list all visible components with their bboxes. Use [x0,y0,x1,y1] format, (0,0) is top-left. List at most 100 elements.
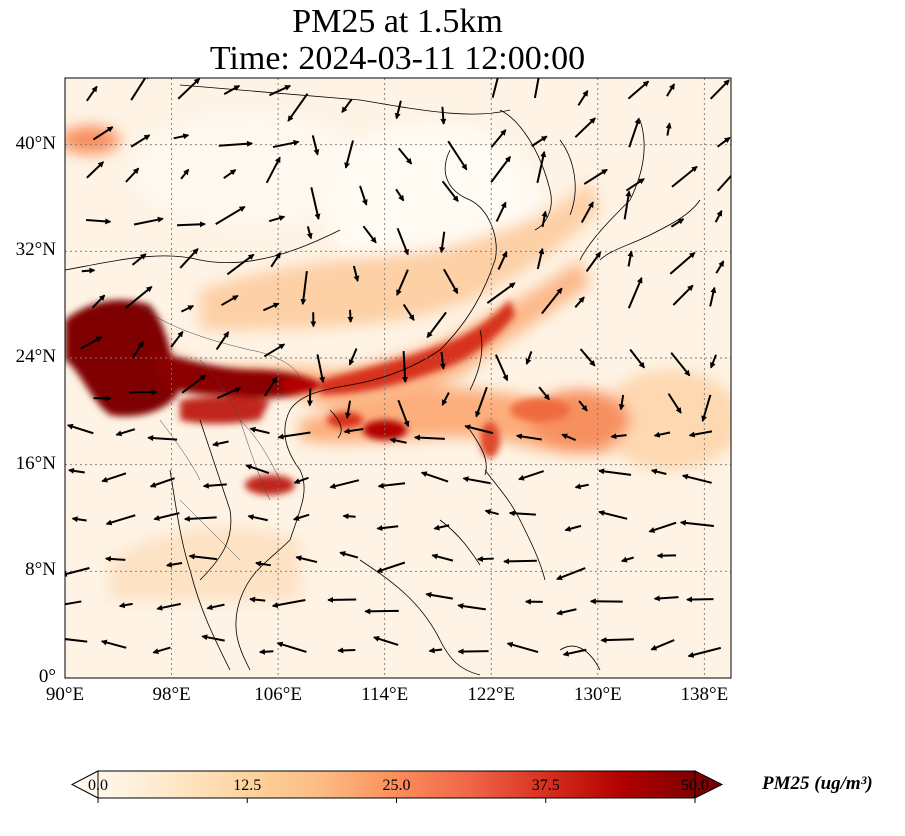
lon-tick-label: 106°E [254,684,302,705]
wind-arrow [431,553,454,562]
wind-arrow [628,117,641,148]
wind-arrow [508,510,536,517]
wind-arrow [653,431,671,438]
wind-arrow [503,558,537,565]
wind-arrow [201,634,225,642]
wind-arrow [666,83,676,97]
wind-arrow [306,388,313,407]
wind-arrow [341,98,353,114]
wind-arrow [300,271,308,306]
wind-arrow [180,168,190,180]
wind-arrow [92,126,114,141]
wind-arrow [337,647,356,654]
wind-arrow [541,210,548,228]
colorbar-title: PM25 (ug/m³) [762,773,873,794]
wind-arrow [66,423,94,435]
wind-arrow [81,267,96,274]
wind-arrow [223,84,241,95]
wind-arrow [402,303,415,321]
wind-arrow [580,201,594,223]
wind-arrow [249,426,270,435]
wind-arrow [533,78,540,99]
wind-arrow [206,603,225,611]
wind-arrow [377,482,406,489]
colorbar-tick-label: 37.5 [531,777,560,794]
wind-arrow [618,394,625,411]
wind-arrow [716,136,731,148]
wind-arrow [344,140,354,169]
wind-arrow [339,551,359,559]
wind-arrow [277,431,311,440]
wind-arrow [71,516,87,523]
wind-arrow [342,513,356,520]
border-layer [129,299,301,561]
wind-arrow [486,282,516,304]
wind-arrow [525,350,533,365]
wind-arrow [271,598,306,609]
wind-arrow [536,247,545,270]
wind-arrow [293,476,309,484]
wind-arrow [574,483,589,490]
wind-arrow [714,210,723,223]
wind-arrow [376,525,399,532]
wind-arrow [105,514,136,526]
colorbar-tick-label: 25.0 [382,777,411,794]
wind-arrow [610,433,627,440]
wind-arrow [650,639,675,651]
wind-arrow [515,433,542,441]
wind-arrow [131,253,147,266]
wind-arrow [402,350,409,383]
map-frame [64,77,732,679]
wind-arrow [653,595,679,602]
lon-tick-label: 90°E [45,684,85,705]
colorbar-tick-label: 50.0 [681,777,709,794]
wind-arrow [125,167,140,183]
wind-arrow [577,90,589,106]
wind-arrow [564,524,582,532]
wind-arrow [579,348,596,367]
wind-arrow [701,394,712,422]
wind-arrow [710,354,717,369]
wind-arrow [506,641,539,654]
wind-arrow [585,251,602,272]
wind-arrow [688,430,713,438]
wind-arrow [716,174,731,192]
map-title-line2: Time: 2024-03-11 12:00:00 [209,40,586,77]
wind-arrow [395,188,405,202]
colorbar [70,770,724,803]
wind-arrow [541,287,563,315]
wind-arrow [439,351,446,370]
wind-arrow [179,248,199,269]
wind-arrow [600,637,634,644]
wind-arrow [268,84,292,97]
wind-arrow [518,470,545,481]
wind-arrow [420,471,449,483]
lon-tick-label: 138°E [680,684,729,705]
wind-arrow [352,265,360,282]
wind-arrow [687,646,722,658]
wind-arrow [627,80,650,100]
wind-arrow [215,205,246,226]
wind-arrow [347,309,354,323]
wind-arrow [362,225,377,244]
wind-arrow [397,399,410,428]
wind-arrow [373,635,399,646]
lon-tick-label: 114°E [361,684,409,705]
wind-arrow [536,150,547,184]
wind-arrow [86,161,105,179]
wind-arrow [475,386,488,418]
wind-arrow [188,553,218,561]
wind-arrow [396,227,409,256]
wind-arrow [329,479,360,489]
gridlines [65,78,731,678]
wind-arrow [287,93,309,122]
wind-arrow [327,596,357,603]
wind-arrow [202,482,227,489]
wind-arrow [223,169,237,180]
wind-arrow [272,139,300,149]
wind-arrow [263,343,286,358]
wind-arrow [462,476,491,485]
lon-tick-label: 130°E [573,684,622,705]
wind-arrow [364,608,399,615]
